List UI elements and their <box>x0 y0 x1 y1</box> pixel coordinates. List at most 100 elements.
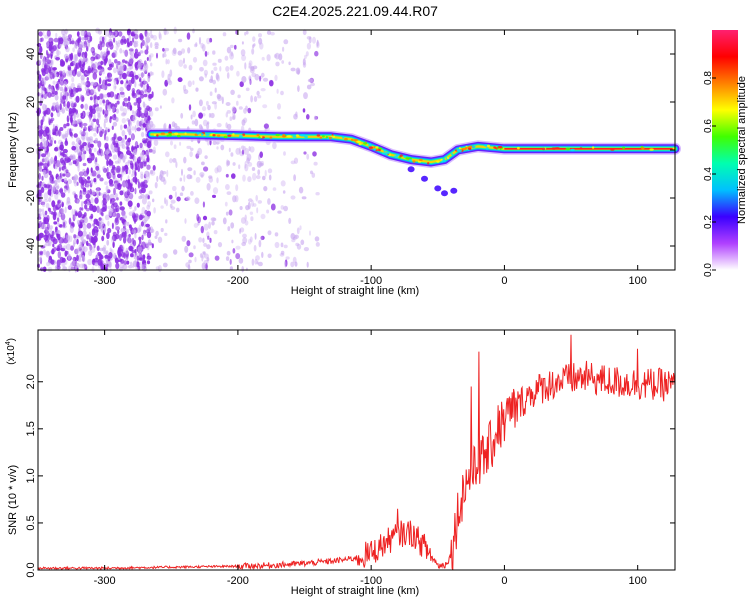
spectrogram-noise-dot <box>113 79 117 85</box>
spectrogram-noise-dot <box>147 106 153 112</box>
spectrogram-noise-dot <box>96 96 100 101</box>
spectrogram-noise-dot <box>198 112 204 119</box>
spectrogram-noise-dot <box>165 199 169 207</box>
spectrogram-noise-dot <box>71 141 76 146</box>
spectrogram-noise-dot <box>134 213 139 218</box>
spectrogram-noise-dot <box>82 263 85 269</box>
spectrogram-noise-dot <box>96 205 100 213</box>
spectrogram-noise-dot <box>101 207 107 212</box>
carrier-streak-dot <box>441 190 448 197</box>
carrier-track-dot <box>300 134 305 137</box>
spectrogram-noise-dot <box>169 69 173 77</box>
spectrogram-noise-dot <box>103 121 106 129</box>
spectrogram-noise-dot <box>134 125 137 133</box>
spectrogram-noise-dot <box>245 87 250 92</box>
spectrogram-noise-dot <box>101 43 105 48</box>
spectrogram-noise-dot <box>85 70 91 74</box>
spectrogram-noise-dot <box>98 71 102 76</box>
spectrogram-noise-dot <box>132 155 137 163</box>
carrier-track-dot <box>541 147 546 151</box>
spectrogram-noise-dot <box>147 253 150 258</box>
spectrogram-noise-dot <box>73 66 77 72</box>
spectrogram-noise-dot <box>178 38 183 43</box>
spectrogram-noise-dot <box>38 129 44 135</box>
spectrogram-noise-dot <box>198 99 203 107</box>
spectrogram-noise-dot <box>80 30 86 37</box>
spectrogram-noise-dot <box>57 200 60 205</box>
spectrogram-noise-dot <box>146 204 151 210</box>
spectrogram-noise-dot <box>152 165 156 171</box>
carrier-track-dot <box>363 142 367 145</box>
spectrogram-noise-dot <box>235 30 238 35</box>
spectrogram-noise-dot <box>314 236 320 242</box>
spectrogram-noise-dot <box>97 258 102 266</box>
spectrogram-noise-dot <box>217 242 223 248</box>
spectrogram-noise-dot <box>225 102 231 106</box>
spectrogram-noise-dot <box>248 146 251 152</box>
spectrogram-noise-dot <box>305 51 309 57</box>
spectrogram-noise-dot <box>104 109 109 117</box>
spectrogram-noise-dot <box>79 195 83 200</box>
spectrogram-noise-dot <box>230 222 235 229</box>
spectrogram-noise-dot <box>134 171 137 177</box>
spectrogram-noise-dot <box>234 195 239 203</box>
spectrogram-noise-dot <box>134 163 137 171</box>
spectrogram-noise-dot <box>266 30 272 35</box>
spectrogram-noise-dot <box>190 191 194 196</box>
carrier-track-dot <box>672 147 675 150</box>
spectrogram-noise-dot <box>264 169 267 177</box>
spectrogram-noise-dot <box>109 77 113 81</box>
spectrogram-noise-dot <box>143 263 148 267</box>
spectrogram-noise-dot <box>120 38 125 46</box>
spectrogram-noise-dot <box>94 137 99 144</box>
spectrogram-noise-dot <box>49 176 52 184</box>
spectrogram-noise-dot <box>125 164 128 170</box>
spectrogram-noise-dot <box>71 145 77 151</box>
spectrogram-noise-dot <box>67 205 72 210</box>
carrier-track-dot <box>378 148 381 152</box>
spectrogram-noise-dot <box>39 100 43 106</box>
spectrogram-noise-dot <box>194 197 200 204</box>
spectrogram-noise-dot <box>258 239 262 248</box>
spectrogram-noise-dot <box>126 146 130 152</box>
carrier-track-dot <box>610 148 615 151</box>
spectrogram-noise-dot <box>39 251 43 256</box>
spectrogram-noise-dot <box>54 189 59 195</box>
spectrogram-noise-dot <box>62 221 66 228</box>
spectrogram-noise-dot <box>56 185 60 190</box>
snr-x-tick-label: -100 <box>360 575 382 587</box>
spectrogram-noise-dot <box>235 147 241 155</box>
spectrogram-noise-dot <box>231 173 236 179</box>
spectrogram-noise-dot <box>105 51 109 57</box>
spectrogram-noise-dot <box>88 231 91 239</box>
spectrogram-noise-dot <box>219 66 222 72</box>
spectrogram-noise-dot <box>74 111 76 118</box>
spectrogram-noise-dot <box>120 112 126 117</box>
spectrogram-noise-dot <box>198 124 203 130</box>
spectrogram-noise-dot <box>185 262 191 268</box>
spectrogram-noise-dot <box>240 49 246 57</box>
spectrogram-noise-dot <box>127 160 131 164</box>
spectrogram-noise-dot <box>77 230 83 237</box>
spectrogram-noise-dot <box>80 95 85 102</box>
spectrogram-noise-dot <box>186 145 192 149</box>
carrier-track-dot <box>403 155 406 159</box>
spectrogram-noise-dot <box>142 101 146 108</box>
spectrogram-noise-dot <box>90 179 94 185</box>
carrier-track-dot <box>358 142 362 146</box>
spectrogram-noise-dot <box>94 95 97 100</box>
spectrogram-noise-dot <box>69 235 73 243</box>
spectrogram-noise-dot <box>130 261 133 266</box>
spectrogram-noise-dot <box>61 29 66 36</box>
spectrogram-noise-dot <box>54 140 57 144</box>
spectrogram-noise-dot <box>54 73 58 78</box>
spectrogram-noise-dot <box>226 46 232 54</box>
spectrogram-noise-dot <box>76 161 80 168</box>
spectrogram-noise-dot <box>62 94 67 101</box>
spectrogram-noise-dot <box>124 221 127 229</box>
spectrogram-noise-dot <box>208 221 212 229</box>
spectrogram-noise-dot <box>225 184 230 190</box>
spectrogram-noise-dot <box>225 211 229 216</box>
spectrogram-noise-dot <box>270 203 276 211</box>
spectrogram-noise-dot <box>131 173 134 178</box>
